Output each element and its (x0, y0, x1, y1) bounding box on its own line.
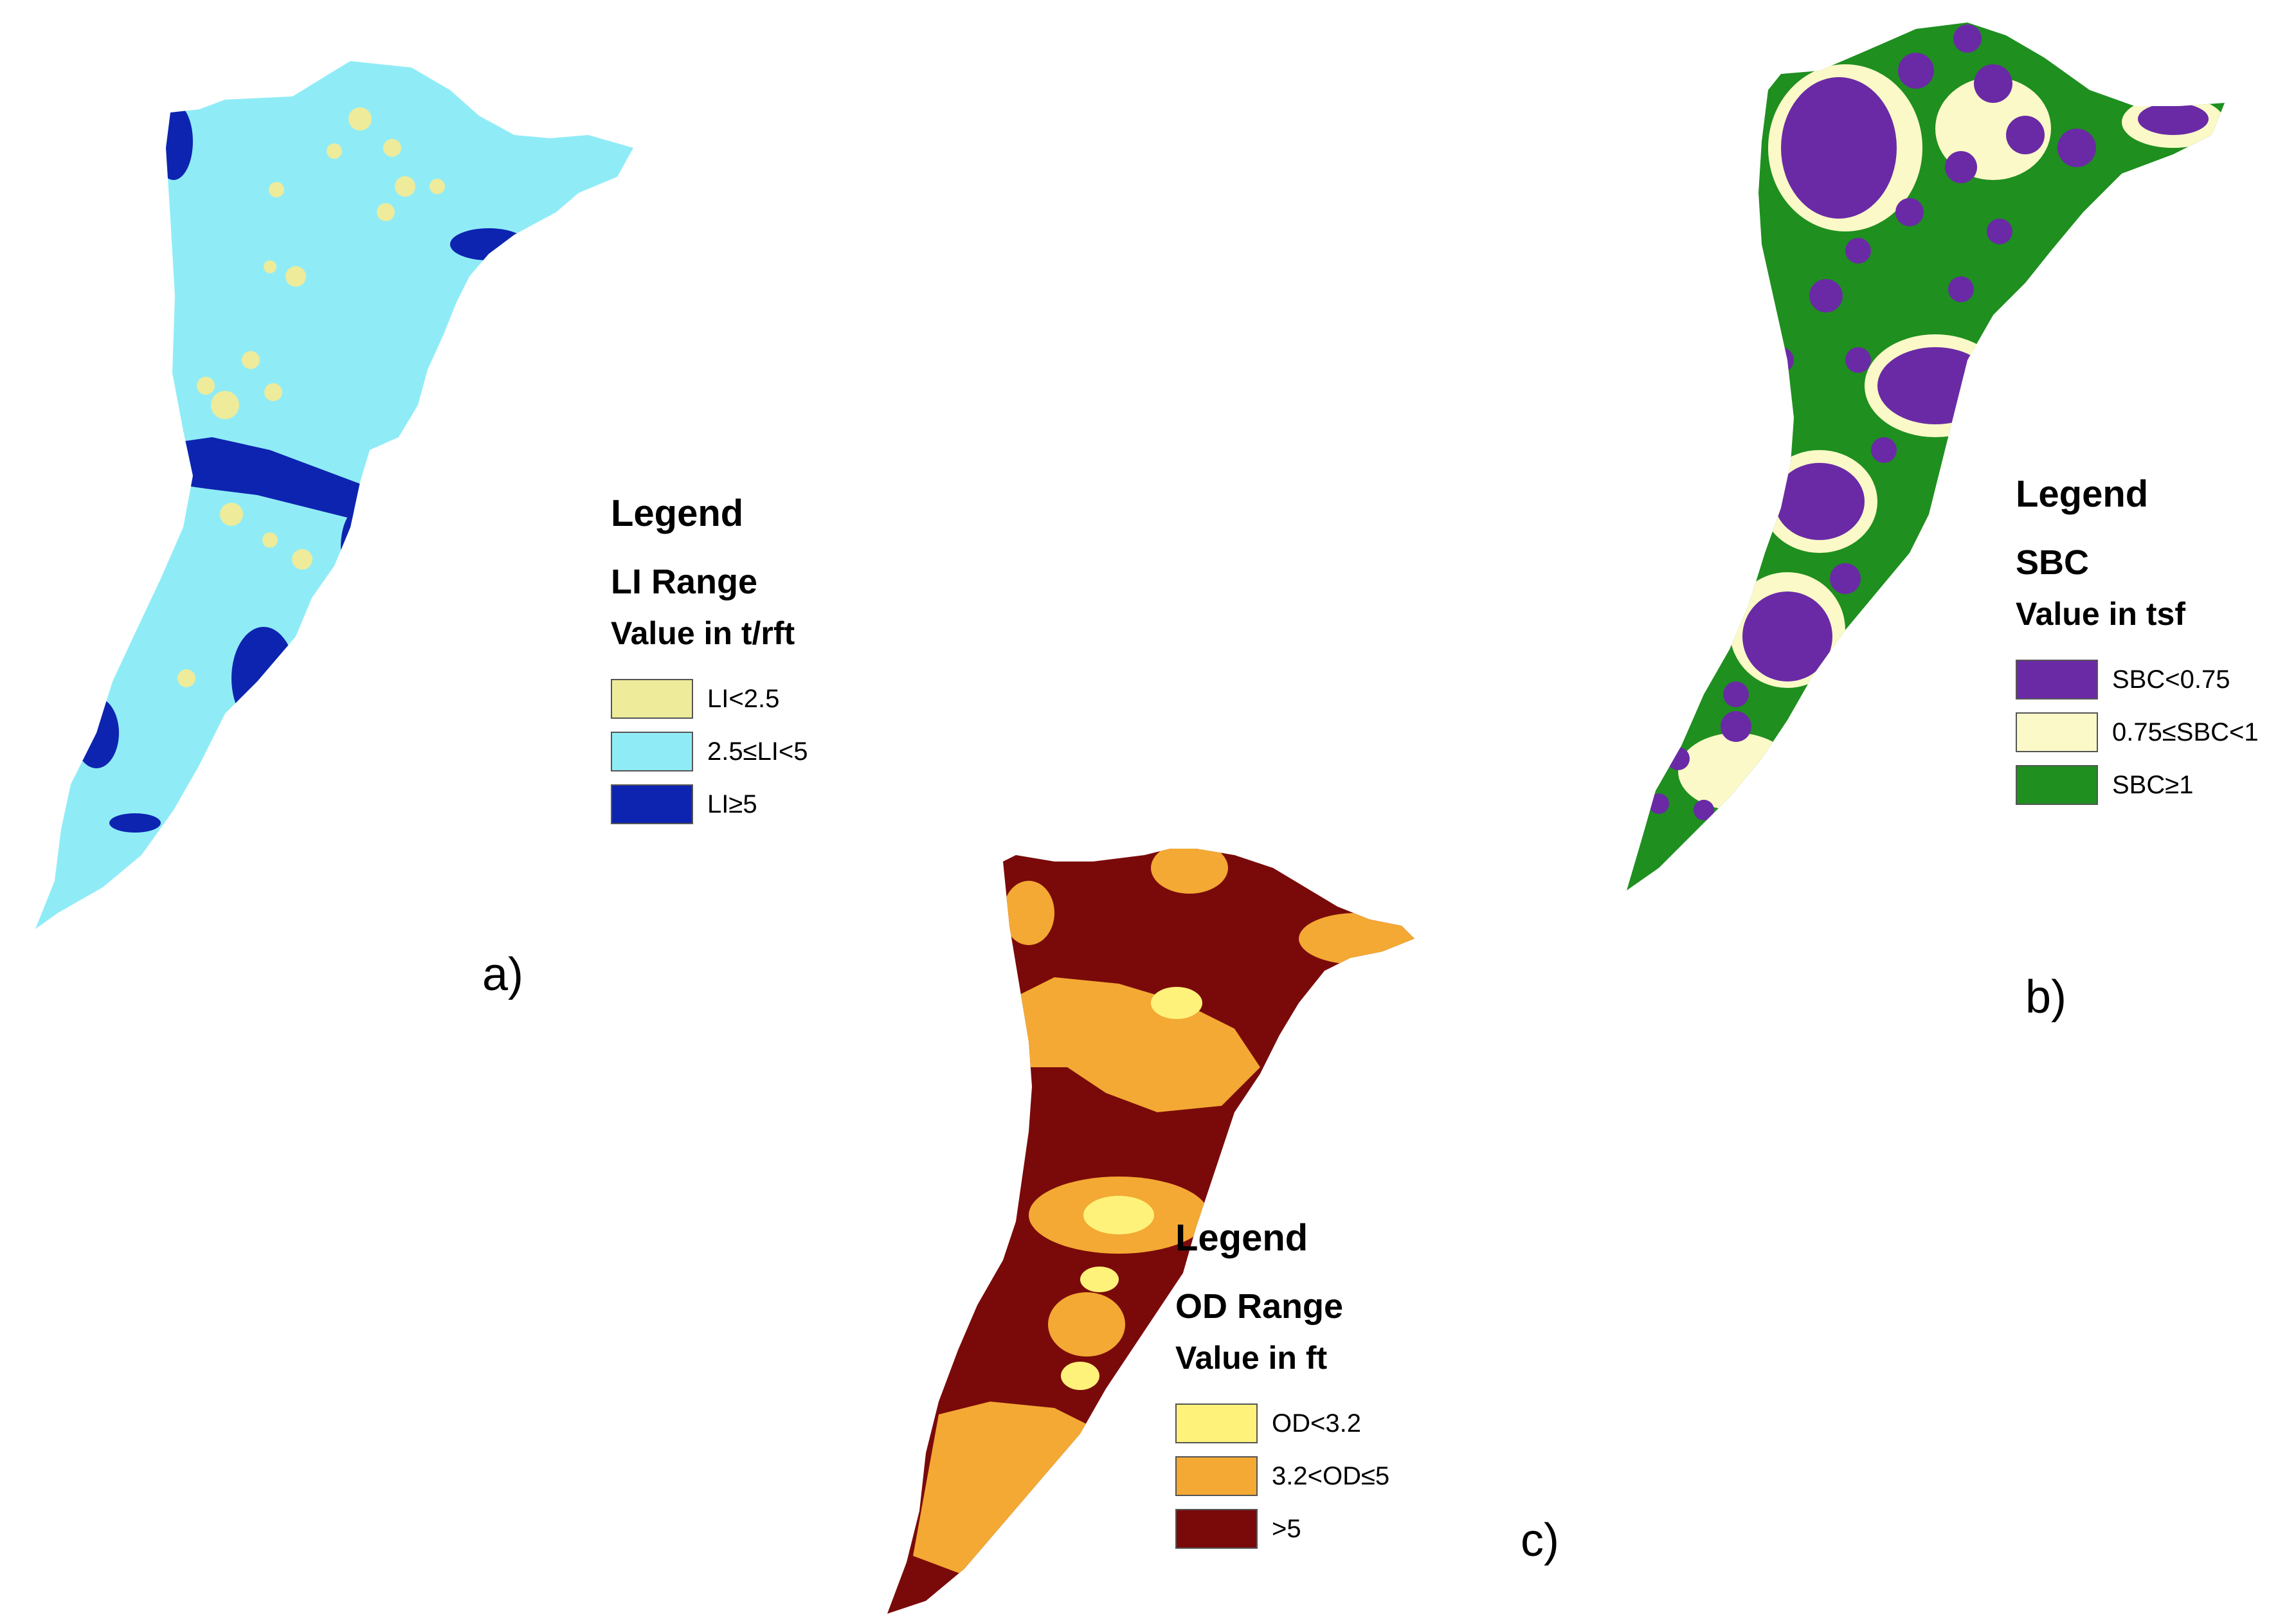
legend-swatch (2016, 660, 2098, 699)
legend-unit: Value in tsf (2016, 596, 2185, 632)
legend-subtitle: LI Range (611, 563, 758, 601)
legend-swatch (1175, 1456, 1258, 1496)
legend-item: LI<2.5 (611, 672, 808, 725)
legend-b: Legend SBC Value in tsf SBC<0.75 0.75≤SB… (2016, 476, 2259, 811)
legend-item: >5 (1175, 1502, 1389, 1555)
panel-label-c: c) (1521, 1515, 1559, 1566)
legend-swatch (1175, 1403, 1258, 1443)
legend-unit: Value in ft (1175, 1340, 1328, 1376)
map-b-sbc (1627, 23, 2225, 890)
legend-title: Legend (1175, 1217, 1308, 1259)
legend-swatch (2016, 765, 2098, 805)
panel-label-b: b) (2025, 971, 2067, 1023)
legend-a: Legend LI Range Value in t/rft LI<2.5 2.… (611, 495, 808, 831)
legend-subtitle: OD Range (1175, 1287, 1344, 1326)
legend-label: SBC<0.75 (2112, 665, 2230, 694)
legend-title: Legend (611, 492, 744, 534)
legend-item: 2.5≤LI<5 (611, 725, 808, 778)
map-a-li (35, 61, 633, 929)
legend-title: Legend (2016, 473, 2149, 515)
map-c-od (887, 849, 1415, 1614)
legend-swatch (1175, 1509, 1258, 1549)
legend-item: 3.2<OD≤5 (1175, 1450, 1389, 1502)
legend-swatch (611, 732, 693, 771)
legend-label: LI<2.5 (707, 685, 780, 713)
legend-subtitle: SBC (2016, 543, 2090, 582)
legend-c: Legend OD Range Value in ft OD<3.2 3.2<O… (1175, 1220, 1389, 1555)
legend-item: OD<3.2 (1175, 1397, 1389, 1450)
panel-label-a: a) (482, 949, 524, 1000)
legend-swatch (2016, 712, 2098, 752)
legend-label: 3.2<OD≤5 (1272, 1462, 1390, 1490)
legend-label: SBC≥1 (2112, 771, 2194, 799)
legend-unit: Value in t/rft (611, 615, 795, 651)
legend-swatch (611, 784, 693, 824)
legend-swatch (611, 679, 693, 719)
legend-label: >5 (1272, 1515, 1301, 1543)
legend-item: LI≥5 (611, 778, 808, 831)
legend-item: SBC≥1 (2016, 759, 2259, 811)
legend-label: OD<3.2 (1272, 1409, 1361, 1438)
legend-label: 0.75≤SBC<1 (2112, 718, 2259, 746)
legend-label: 2.5≤LI<5 (707, 737, 808, 766)
legend-item: SBC<0.75 (2016, 653, 2259, 706)
legend-item: 0.75≤SBC<1 (2016, 706, 2259, 759)
legend-label: LI≥5 (707, 790, 757, 818)
